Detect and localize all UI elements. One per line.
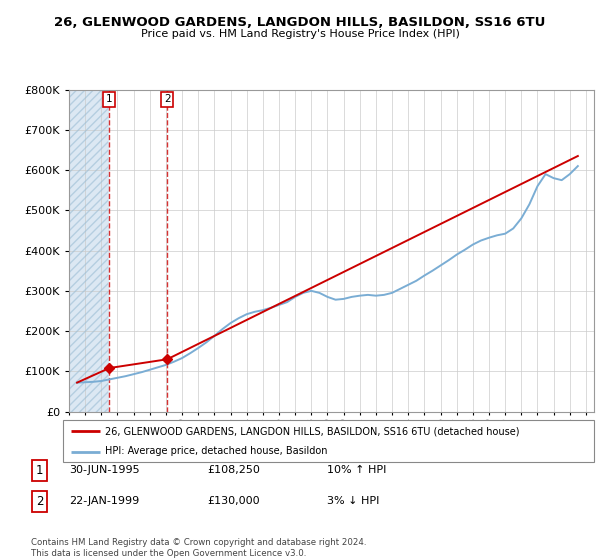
Text: 3% ↓ HPI: 3% ↓ HPI xyxy=(327,496,379,506)
Text: 1: 1 xyxy=(36,464,43,477)
Text: £130,000: £130,000 xyxy=(207,496,260,506)
Text: 2: 2 xyxy=(36,494,43,508)
Text: HPI: Average price, detached house, Basildon: HPI: Average price, detached house, Basi… xyxy=(106,446,328,456)
Text: 30-JUN-1995: 30-JUN-1995 xyxy=(69,465,140,475)
Text: 26, GLENWOOD GARDENS, LANGDON HILLS, BASILDON, SS16 6TU: 26, GLENWOOD GARDENS, LANGDON HILLS, BAS… xyxy=(55,16,545,29)
Text: 26, GLENWOOD GARDENS, LANGDON HILLS, BASILDON, SS16 6TU (detached house): 26, GLENWOOD GARDENS, LANGDON HILLS, BAS… xyxy=(106,426,520,436)
FancyBboxPatch shape xyxy=(32,460,47,481)
Text: 2: 2 xyxy=(164,95,170,104)
Bar xyxy=(69,90,108,412)
Text: 1: 1 xyxy=(106,95,113,104)
FancyBboxPatch shape xyxy=(32,491,47,512)
Text: 22-JAN-1999: 22-JAN-1999 xyxy=(69,496,139,506)
Text: £108,250: £108,250 xyxy=(207,465,260,475)
Bar xyxy=(69,90,108,412)
FancyBboxPatch shape xyxy=(63,420,594,462)
Text: 10% ↑ HPI: 10% ↑ HPI xyxy=(327,465,386,475)
Text: Price paid vs. HM Land Registry's House Price Index (HPI): Price paid vs. HM Land Registry's House … xyxy=(140,29,460,39)
Text: Contains HM Land Registry data © Crown copyright and database right 2024.
This d: Contains HM Land Registry data © Crown c… xyxy=(31,538,367,558)
